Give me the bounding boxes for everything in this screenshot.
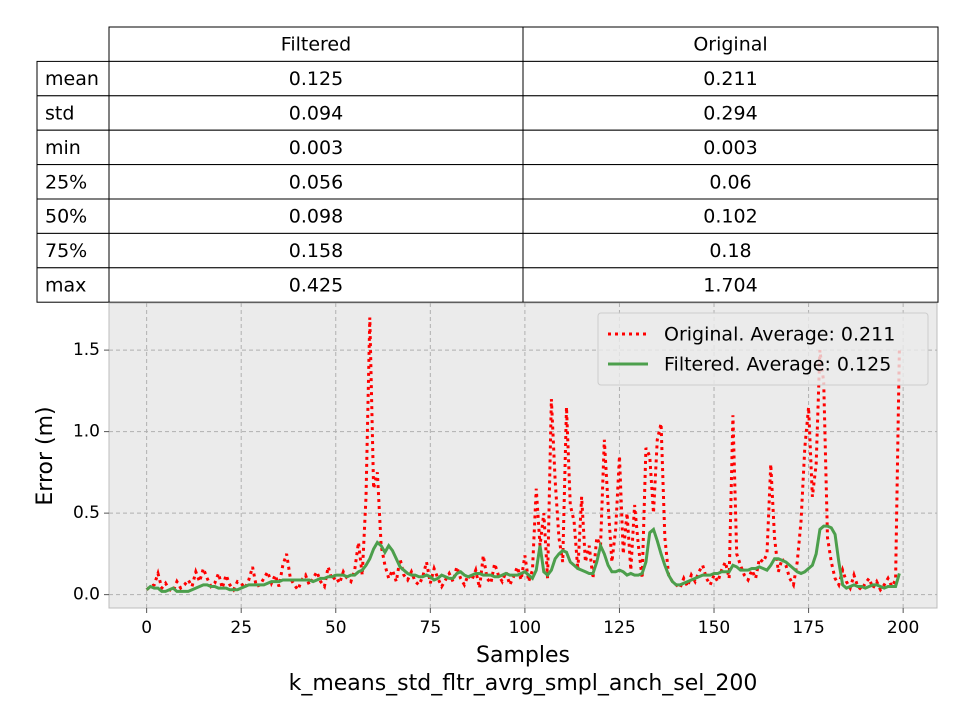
y-tick-label: 1.5 — [73, 340, 100, 360]
cell-value: 0.18 — [709, 240, 751, 262]
row-label: max — [45, 275, 86, 297]
x-tick-label: 125 — [603, 618, 635, 638]
cell — [522, 232, 939, 269]
row-label-cell — [36, 232, 110, 269]
x-axis-label: Samples — [476, 643, 570, 668]
cell-value: 0.098 — [289, 206, 343, 228]
row-label-cell — [36, 164, 110, 200]
cell — [522, 267, 939, 303]
row-label: 75% — [45, 240, 87, 262]
cell — [108, 232, 524, 269]
column-header: Original — [693, 34, 767, 56]
row-label: std — [45, 103, 74, 125]
axes: 0 25 50 75 100 125 150 175 200 0.0 0.5 1.0 1.5 — [73, 340, 919, 638]
cell-value: 0.158 — [289, 240, 343, 262]
cell — [522, 164, 939, 200]
y-tick-label: 0.5 — [73, 503, 100, 523]
header-cell — [108, 26, 524, 62]
header-cell — [522, 26, 939, 62]
x-tick-label: 50 — [325, 618, 347, 638]
row-label: min — [45, 137, 81, 159]
cell-value: 0.294 — [703, 103, 757, 125]
x-tick-label: 75 — [420, 618, 442, 638]
row-label: 25% — [45, 171, 87, 193]
row-label: 50% — [45, 206, 87, 228]
cell — [522, 95, 939, 131]
legend-label: Original. Average: 0.211 — [664, 324, 895, 346]
cell-value: 0.425 — [289, 275, 343, 297]
legend: Original. Average: 0.211 Filtered. Averag… — [597, 312, 929, 386]
cell — [108, 267, 524, 303]
y-axis-label: Error (m) — [33, 406, 58, 505]
cell-value: 0.102 — [703, 206, 757, 228]
lines — [145, 317, 901, 594]
row-label-cell — [36, 60, 110, 97]
cell-value: 0.003 — [703, 137, 757, 159]
cell — [522, 198, 939, 234]
cell — [108, 164, 524, 200]
x-tick-label: 175 — [792, 618, 824, 638]
cell — [108, 198, 524, 234]
cell — [108, 95, 524, 131]
row-label: mean — [45, 68, 99, 90]
legend-label: Filtered. Average: 0.125 — [664, 354, 891, 376]
x-tick-label: 200 — [887, 618, 919, 638]
cell-value: 0.125 — [289, 68, 343, 90]
y-tick-label: 0.0 — [73, 585, 100, 605]
cell-value: 0.094 — [289, 103, 343, 125]
x-tick-label: 0 — [141, 618, 152, 638]
cell-value: 1.704 — [703, 275, 757, 297]
cell — [108, 129, 524, 166]
x-tick-label: 100 — [509, 618, 541, 638]
legend-box — [597, 312, 929, 386]
caption: k_means_std_fltr_avrg_smpl_anch_sel_200 — [289, 671, 758, 696]
x-tick-label: 150 — [698, 618, 730, 638]
x-tick-label: 25 — [230, 618, 252, 638]
row-label-cell — [36, 129, 110, 166]
stats-table: Filtered Original mean 0.125 0.211 std 0.094 0.… — [36, 26, 939, 303]
row-label-cell — [36, 198, 110, 234]
y-tick-label: 1.0 — [73, 422, 100, 442]
cell-value: 0.211 — [703, 68, 757, 90]
row-label-cell — [36, 267, 110, 303]
series-line — [145, 524, 901, 593]
cell-value: 0.06 — [709, 171, 751, 193]
cell-value: 0.056 — [289, 171, 343, 193]
cell-value: 0.003 — [289, 137, 343, 159]
column-header: Filtered — [281, 34, 351, 56]
